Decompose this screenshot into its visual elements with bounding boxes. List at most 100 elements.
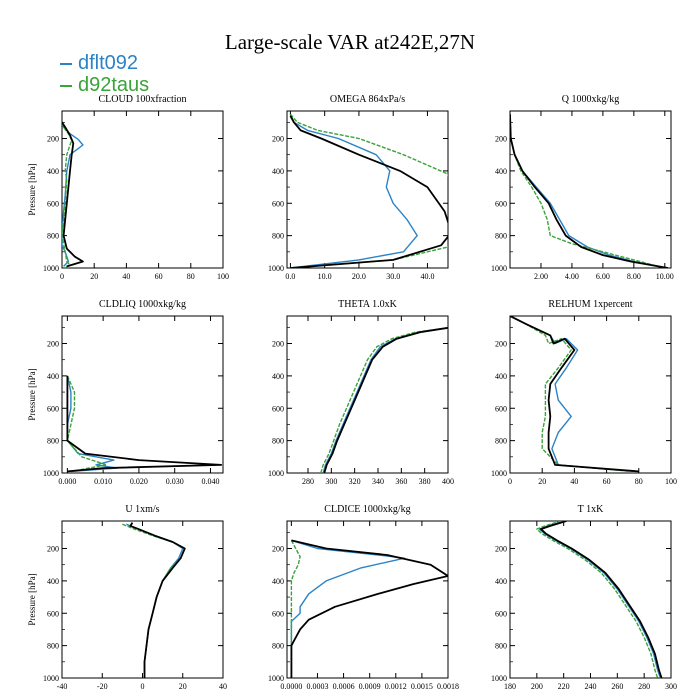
x-tick-label: 80 xyxy=(635,477,643,486)
x-tick-label: 280 xyxy=(638,682,650,691)
panel-title: T 1xK xyxy=(578,504,604,515)
x-tick-label: 40 xyxy=(219,682,227,691)
series-line-dflt092 xyxy=(538,521,661,678)
x-tick-label: 6.00 xyxy=(596,272,610,281)
x-tick-label: 40 xyxy=(122,272,130,281)
y-tick-label: 400 xyxy=(272,577,284,586)
x-tick-label: 10.00 xyxy=(656,272,674,281)
legend-swatch-dflt092 xyxy=(60,62,72,65)
x-tick-label: 0.0 xyxy=(285,272,295,281)
x-tick-label: 260 xyxy=(611,682,623,691)
y-tick-label: 600 xyxy=(272,199,284,208)
x-tick-label: 8.00 xyxy=(627,272,641,281)
x-tick-label: 200 xyxy=(531,682,543,691)
y-tick-label: 1000 xyxy=(43,674,59,683)
x-tick-label: 320 xyxy=(349,477,361,486)
series-line-series3 xyxy=(66,375,223,473)
series-line-d92taus xyxy=(510,316,631,473)
x-tick-label: 380 xyxy=(419,477,431,486)
x-tick-label: 40.0 xyxy=(420,272,434,281)
x-tick-label: 0.010 xyxy=(94,477,112,486)
x-tick-label: -40 xyxy=(57,682,68,691)
panel-5: THETA 1.0xK 200 400 600 800 1000 280 300 320 340 3… xyxy=(268,299,454,486)
y-tick-label: 1000 xyxy=(491,674,507,683)
panel-title: U 1xm/s xyxy=(125,504,159,515)
y-tick-label: 400 xyxy=(495,577,507,586)
series-line-d92taus xyxy=(290,540,301,678)
panel-frame xyxy=(509,520,672,679)
series-line-series3 xyxy=(510,316,639,473)
y-tick-label: 200 xyxy=(495,135,507,144)
series-line-d92taus xyxy=(122,523,186,678)
panel-title: CLDICE 1000xkg/kg xyxy=(324,504,410,515)
y-tick-label: 200 xyxy=(495,340,507,349)
panel-title: Q 1000xkg/kg xyxy=(562,94,620,105)
figure-title: Large-scale VAR at242E,27N xyxy=(224,30,476,54)
series-line-dflt092 xyxy=(510,316,636,473)
y-tick-label: 600 xyxy=(272,404,284,413)
legend-item-d92taus: d92taus xyxy=(60,74,149,97)
panel-frame xyxy=(286,110,449,269)
y-axis-label: Pressure [hPa] xyxy=(27,163,37,215)
y-axis-label: Pressure [hPa] xyxy=(27,573,37,625)
y-tick-label: 1000 xyxy=(491,469,507,478)
series-line-series3 xyxy=(510,114,669,268)
panel-frame xyxy=(61,520,224,679)
y-tick-label: 1000 xyxy=(491,264,507,273)
y-axis-label: Pressure [hPa] xyxy=(27,368,37,420)
y-tick-label: 400 xyxy=(495,167,507,176)
x-tick-label: 4.00 xyxy=(565,272,579,281)
x-tick-label: 0.0012 xyxy=(385,682,407,691)
series-line-series3 xyxy=(323,326,448,473)
series-line-dflt092 xyxy=(510,114,669,268)
y-tick-label: 400 xyxy=(47,372,59,381)
x-tick-label: 0.030 xyxy=(166,477,184,486)
y-tick-label: 400 xyxy=(272,372,284,381)
panel-title: CLDLIQ 1000xkg/kg xyxy=(99,299,186,310)
x-tick-label: 300 xyxy=(325,477,337,486)
x-tick-label: 0.0000 xyxy=(280,682,302,691)
y-tick-label: 200 xyxy=(272,340,284,349)
y-tick-label: 600 xyxy=(47,404,59,413)
x-tick-label: 300 xyxy=(665,682,677,691)
series-line-d92taus xyxy=(510,114,669,268)
y-tick-label: 400 xyxy=(495,372,507,381)
x-tick-label: 30.0 xyxy=(386,272,400,281)
x-tick-label: 20.0 xyxy=(352,272,366,281)
panel-frame xyxy=(61,110,224,269)
x-tick-label: 0.000 xyxy=(58,477,76,486)
x-tick-label: 400 xyxy=(442,477,454,486)
x-tick-label: 240 xyxy=(585,682,597,691)
series-line-dflt092 xyxy=(290,539,406,678)
x-tick-label: 20 xyxy=(90,272,98,281)
y-tick-label: 800 xyxy=(272,642,284,651)
series-line-dflt092 xyxy=(289,113,418,268)
y-tick-label: 600 xyxy=(495,404,507,413)
y-tick-label: 600 xyxy=(495,609,507,618)
x-tick-label: 20 xyxy=(538,477,546,486)
y-tick-label: 800 xyxy=(495,642,507,651)
series-line-series3 xyxy=(62,121,84,268)
legend-label-d92taus: d92taus xyxy=(78,74,150,96)
x-tick-label: 20 xyxy=(179,682,187,691)
y-tick-label: 1000 xyxy=(268,674,284,683)
x-tick-label: 180 xyxy=(504,682,516,691)
series-line-dflt092 xyxy=(322,327,448,473)
legend-item-dflt092: dflt092 xyxy=(60,52,138,75)
y-tick-label: 800 xyxy=(47,642,59,651)
x-tick-label: 2.00 xyxy=(534,272,548,281)
panel-frame xyxy=(509,110,672,269)
y-tick-label: 1000 xyxy=(43,469,59,478)
panel-title: RELHUM 1xpercent xyxy=(548,299,632,310)
y-tick-label: 600 xyxy=(47,199,59,208)
panel-3: Q 1000xkg/kg 200 400 600 800 1000 2.00 4.00 6.00… xyxy=(491,94,674,281)
y-tick-label: 1000 xyxy=(268,264,284,273)
x-tick-label: 60 xyxy=(155,272,163,281)
panel-frame xyxy=(286,315,449,474)
